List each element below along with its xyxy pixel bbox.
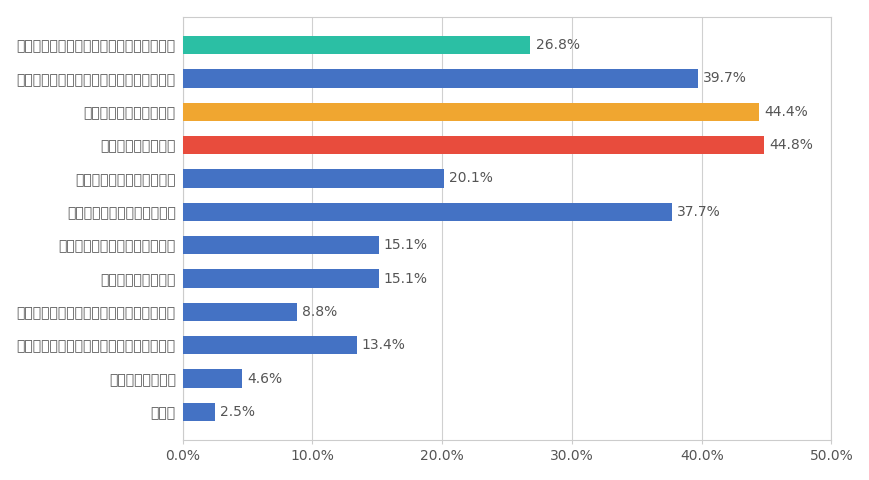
Bar: [182, 136, 763, 154]
Bar: [182, 103, 758, 121]
Bar: [182, 69, 697, 88]
Text: 39.7%: 39.7%: [702, 72, 746, 85]
Bar: [182, 203, 671, 221]
Bar: [182, 269, 378, 288]
Bar: [182, 169, 443, 188]
Text: 2.5%: 2.5%: [220, 405, 255, 419]
Bar: [182, 403, 215, 421]
Text: 13.4%: 13.4%: [362, 338, 405, 352]
Text: 8.8%: 8.8%: [302, 305, 337, 319]
Bar: [182, 36, 530, 54]
Text: 44.4%: 44.4%: [763, 105, 806, 119]
Text: 4.6%: 4.6%: [248, 372, 282, 385]
Bar: [182, 303, 296, 321]
Text: 37.7%: 37.7%: [676, 205, 720, 219]
Text: 20.1%: 20.1%: [448, 171, 492, 185]
Text: 15.1%: 15.1%: [383, 238, 428, 252]
Bar: [182, 336, 356, 354]
Bar: [182, 236, 378, 254]
Bar: [182, 370, 242, 388]
Text: 26.8%: 26.8%: [535, 38, 579, 52]
Text: 44.8%: 44.8%: [768, 138, 813, 152]
Text: 15.1%: 15.1%: [383, 272, 428, 286]
